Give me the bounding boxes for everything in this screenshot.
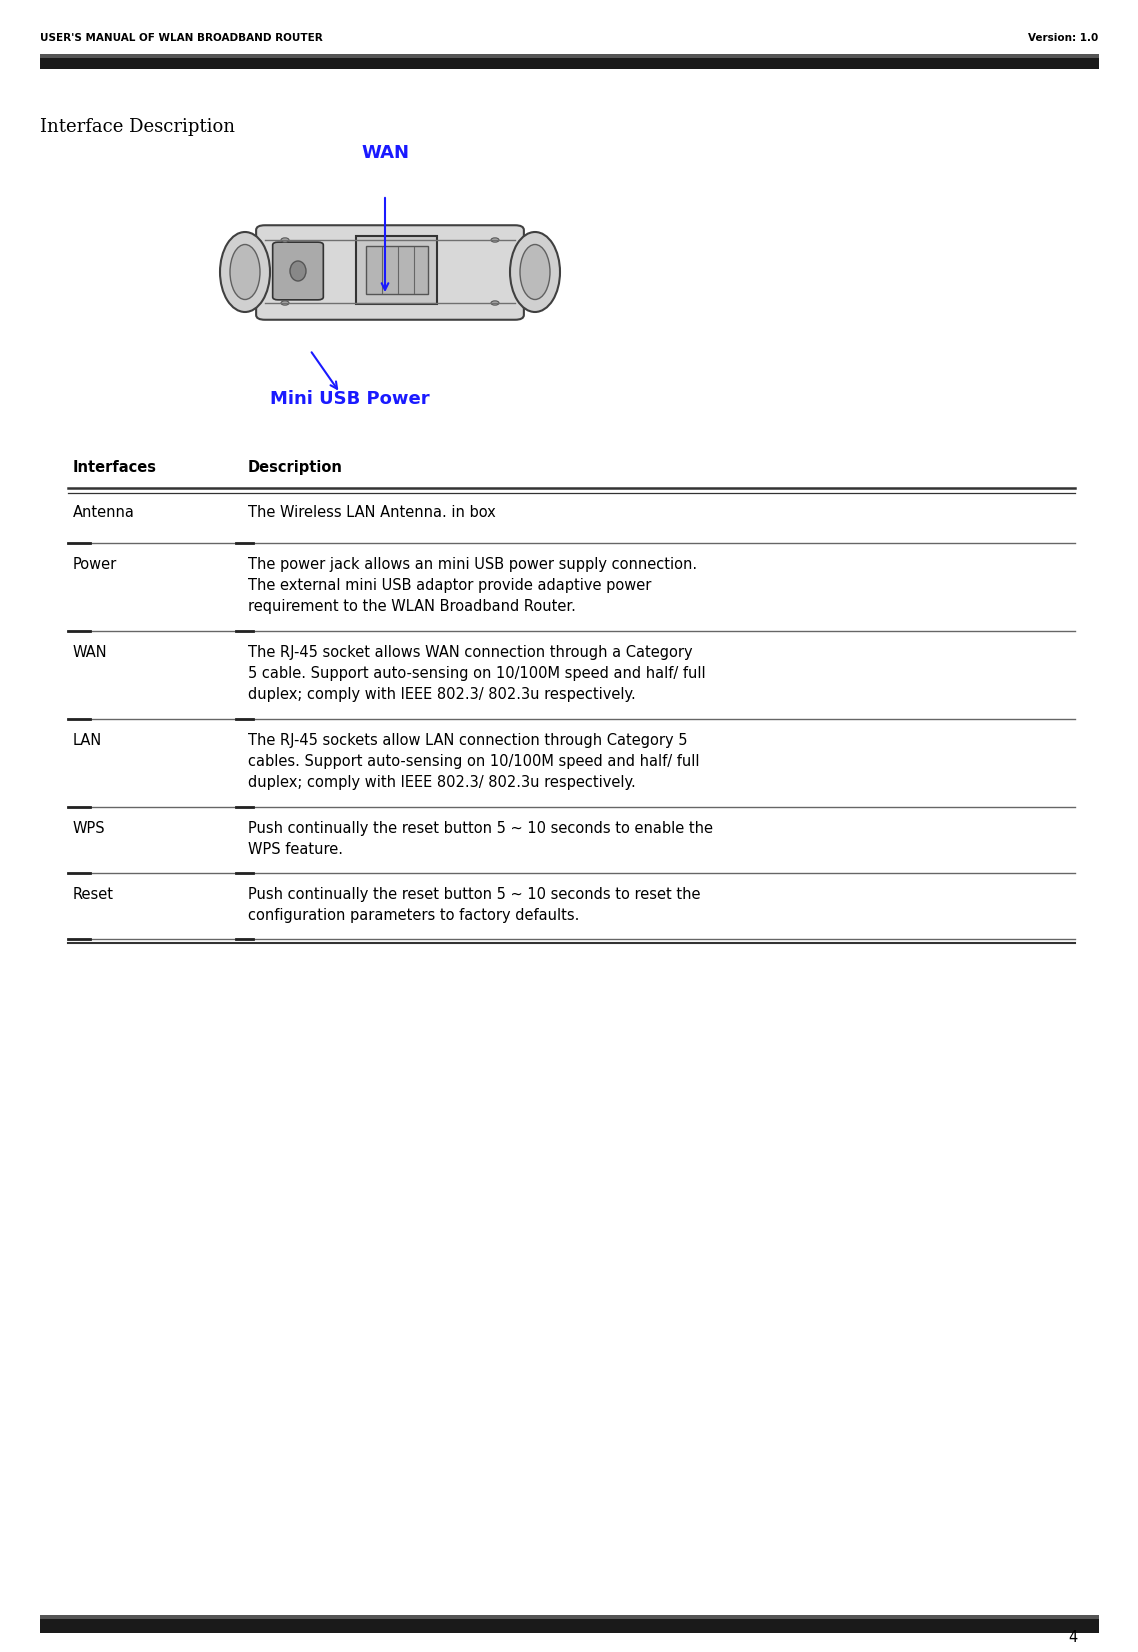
Text: Power: Power [73,557,117,572]
Text: WAN: WAN [73,644,108,661]
Text: Mini USB Power: Mini USB Power [270,390,430,408]
Circle shape [490,238,498,243]
Text: Push continually the reset button 5 ~ 10 seconds to enable the: Push continually the reset button 5 ~ 10… [248,821,714,836]
Text: Interfaces: Interfaces [73,459,157,476]
Text: The Wireless LAN Antenna. in box: The Wireless LAN Antenna. in box [248,506,496,520]
Circle shape [281,301,289,306]
Circle shape [490,301,498,306]
Text: configuration parameters to factory defaults.: configuration parameters to factory defa… [248,909,579,923]
Text: WAN: WAN [361,144,409,162]
Text: duplex; comply with IEEE 802.3/ 802.3u respectively.: duplex; comply with IEEE 802.3/ 802.3u r… [248,775,636,790]
FancyBboxPatch shape [273,243,323,301]
Circle shape [281,238,289,243]
Text: The external mini USB adaptor provide adaptive power: The external mini USB adaptor provide ad… [248,578,651,593]
Text: 4: 4 [1069,1631,1078,1645]
Text: cables. Support auto-sensing on 10/100M speed and half/ full: cables. Support auto-sensing on 10/100M … [248,753,700,768]
Ellipse shape [520,244,550,299]
FancyBboxPatch shape [356,236,437,304]
Text: The RJ-45 socket allows WAN connection through a Category: The RJ-45 socket allows WAN connection t… [248,644,693,661]
Ellipse shape [220,231,270,312]
Text: Version: 1.0: Version: 1.0 [1028,33,1098,43]
Text: Push continually the reset button 5 ~ 10 seconds to reset the: Push continually the reset button 5 ~ 10… [248,887,701,902]
Text: Description: Description [248,459,343,476]
Text: USER'S MANUAL OF WLAN BROADBAND ROUTER: USER'S MANUAL OF WLAN BROADBAND ROUTER [40,33,323,43]
Text: Antenna: Antenna [73,506,135,520]
Text: WPS: WPS [73,821,106,836]
Text: requirement to the WLAN Broadband Router.: requirement to the WLAN Broadband Router… [248,600,576,615]
Text: The power jack allows an mini USB power supply connection.: The power jack allows an mini USB power … [248,557,698,572]
Text: Interface Description: Interface Description [40,117,236,135]
Ellipse shape [510,231,560,312]
Text: The RJ-45 sockets allow LAN connection through Category 5: The RJ-45 sockets allow LAN connection t… [248,733,687,748]
Text: Reset: Reset [73,887,114,902]
Text: WPS feature.: WPS feature. [248,843,343,857]
Ellipse shape [290,261,306,281]
Ellipse shape [230,244,259,299]
Text: duplex; comply with IEEE 802.3/ 802.3u respectively.: duplex; comply with IEEE 802.3/ 802.3u r… [248,687,636,702]
FancyBboxPatch shape [366,246,428,294]
FancyBboxPatch shape [256,225,523,320]
Text: 5 cable. Support auto-sensing on 10/100M speed and half/ full: 5 cable. Support auto-sensing on 10/100M… [248,666,706,681]
Text: LAN: LAN [73,733,102,748]
